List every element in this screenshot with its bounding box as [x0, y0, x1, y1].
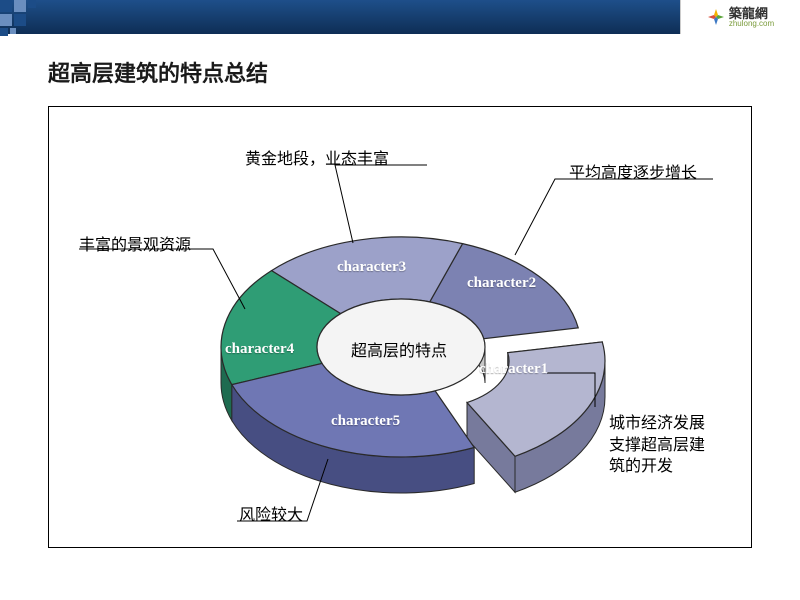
logo-icon	[707, 8, 725, 26]
corner-decoration	[0, 0, 46, 46]
diagram-frame: character1 character2 character3 character4…	[48, 106, 752, 548]
segment-label-character4: character4	[225, 341, 294, 358]
logo-text-cn: 築龍網	[729, 7, 774, 20]
segment-label-character3: character3	[337, 259, 406, 276]
callout-character2: 平均高度逐步增长	[569, 163, 697, 185]
site-logo: 築龍網 zhulong.com	[680, 0, 800, 34]
page-title: 超高层建筑的特点总结	[48, 56, 268, 88]
callout-character5: 风险较大	[239, 505, 303, 527]
logo-text-en: zhulong.com	[729, 20, 774, 28]
callout-character3: 黄金地段，业态丰富	[245, 149, 389, 171]
segment-label-character1: character1	[479, 361, 548, 378]
center-label: 超高层的特点	[351, 337, 447, 361]
segment-label-character5: character5	[331, 413, 400, 430]
segment-label-character2: character2	[467, 275, 536, 292]
callout-character4: 丰富的景观资源	[79, 235, 191, 257]
callout-character1: 城市经济发展 支撑超高层建 筑的开发	[609, 413, 705, 478]
